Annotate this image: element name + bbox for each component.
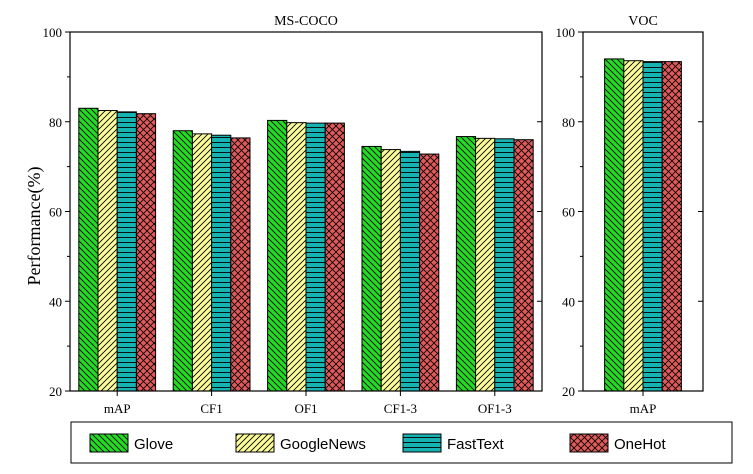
y-tick-label-ms-coco-60: 60 xyxy=(49,205,62,220)
bar-ms-coco-cf1-3-glove xyxy=(361,145,382,392)
bar-ms-coco-cf1-onehot xyxy=(230,137,251,392)
panel-title-ms-coco: MS-COCO xyxy=(274,14,338,29)
legend-swatch-onehot xyxy=(569,433,609,453)
bar-voc-map-googlenews xyxy=(623,60,644,392)
y-tick-label-voc-20: 20 xyxy=(562,384,575,399)
bar-ms-coco-cf1-3-onehot xyxy=(419,153,440,392)
x-tick-label-ms-coco-of1-3: OF1-3 xyxy=(478,401,512,416)
bar-ms-coco-of1-3-fasttext xyxy=(494,138,515,392)
bar-ms-coco-cf1-3-googlenews xyxy=(380,149,401,392)
y-tick-label-ms-coco-20: 20 xyxy=(49,384,62,399)
plot-frame-ms-coco xyxy=(69,31,543,392)
bar-ms-coco-of1-onehot xyxy=(324,122,345,392)
y-tick-label-voc-80: 80 xyxy=(562,115,575,130)
bar-ms-coco-map-onehot xyxy=(135,113,157,392)
x-tick-label-ms-coco-cf1: CF1 xyxy=(200,401,222,416)
bar-ms-coco-cf1-googlenews xyxy=(191,133,213,392)
y-tick-label-ms-coco-40: 40 xyxy=(49,294,62,309)
bar-voc-map-onehot xyxy=(661,61,682,392)
legend: Glove GoogleNews FastText OneHot xyxy=(70,421,733,464)
bar-ms-coco-map-googlenews xyxy=(97,110,118,392)
bar-ms-coco-cf1-3-fasttext xyxy=(399,150,421,392)
bar-voc-map-fasttext xyxy=(642,61,663,392)
panel-ms-coco: MS-COCO 20 40 60 80 100 mAP CF1 OF1 CF1-3 OF1-3 xyxy=(43,14,543,416)
bar-ms-coco-of1-3-googlenews xyxy=(475,137,496,392)
bar-ms-coco-cf1-fasttext xyxy=(211,134,232,392)
bar-ms-coco-of1-googlenews xyxy=(286,122,307,392)
bar-voc-map-glove xyxy=(604,58,625,392)
bar-ms-coco-map-glove xyxy=(78,107,99,392)
y-tick-label-ms-coco-80: 80 xyxy=(49,115,62,130)
legend-label-googlenews: GoogleNews xyxy=(280,436,366,453)
x-tick-label-voc-map: mAP xyxy=(630,401,657,416)
bar-ms-coco-of1-3-glove xyxy=(455,136,477,392)
legend-frame xyxy=(70,421,733,464)
legend-label-onehot: OneHot xyxy=(614,436,667,453)
y-tick-label-ms-coco-100: 100 xyxy=(43,25,63,40)
bar-ms-coco-of1-3-onehot xyxy=(513,139,534,392)
panel-voc: VOC 20 40 60 80 100 mAP xyxy=(556,14,704,416)
x-tick-label-ms-coco-cf1-3: CF1-3 xyxy=(384,401,417,416)
x-tick-label-ms-coco-of1: OF1 xyxy=(294,401,317,416)
plot-frame-voc xyxy=(582,31,704,392)
y-tick-label-voc-100: 100 xyxy=(556,25,576,40)
legend-swatch-glove xyxy=(89,433,129,453)
legend-swatch-googlenews xyxy=(235,433,275,453)
legend-label-glove: Glove xyxy=(134,436,173,453)
x-tick-label-ms-coco-map: mAP xyxy=(104,401,131,416)
bar-ms-coco-of1-fasttext xyxy=(305,122,326,392)
bar-ms-coco-map-fasttext xyxy=(116,111,137,392)
y-axis-label: Performance(%) xyxy=(24,167,45,286)
y-tick-label-voc-40: 40 xyxy=(562,294,575,309)
panel-title-voc: VOC xyxy=(628,14,658,29)
y-tick-label-voc-60: 60 xyxy=(562,205,575,220)
bar-ms-coco-cf1-glove xyxy=(172,130,193,392)
bar-ms-coco-of1-glove xyxy=(267,119,288,392)
legend-label-fasttext: FastText xyxy=(447,436,505,453)
legend-swatch-fasttext xyxy=(402,433,442,453)
